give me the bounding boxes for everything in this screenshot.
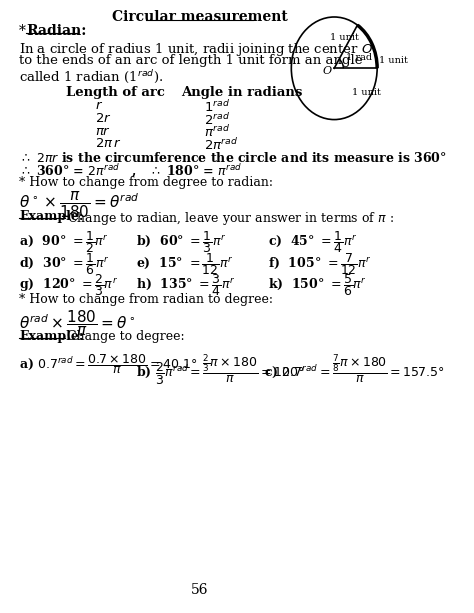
- Text: b) $\dfrac{2}{3}\pi^{rad} = \dfrac{\frac{2}{3}\pi \times 180}{\pi} = 120°$: b) $\dfrac{2}{3}\pi^{rad} = \dfrac{\frac…: [136, 352, 305, 387]
- Text: $\theta^\circ \times \dfrac{\pi}{180} = \theta^{rad}$: $\theta^\circ \times \dfrac{\pi}{180} = …: [19, 191, 139, 220]
- Text: a)  90° $= \dfrac{1}{2}\pi^r$: a) 90° $= \dfrac{1}{2}\pi^r$: [19, 229, 109, 255]
- Text: O: O: [323, 66, 332, 76]
- Text: $\pi^{rad}$: $\pi^{rad}$: [204, 124, 230, 140]
- Text: e)  15° $= \dfrac{1}{12}\pi^r$: e) 15° $= \dfrac{1}{12}\pi^r$: [136, 251, 234, 276]
- Text: Circular measurement: Circular measurement: [112, 10, 288, 24]
- Text: In a circle of radius 1 unit, radii joining the center $\mathit{O}$: In a circle of radius 1 unit, radii join…: [19, 40, 373, 58]
- Text: c) $0.7^{rad} = \dfrac{\frac{7}{8}\pi \times 180}{\pi} = 157.5°$: c) $0.7^{rad} = \dfrac{\frac{7}{8}\pi \t…: [264, 352, 445, 385]
- Text: $2^{rad}$: $2^{rad}$: [204, 112, 230, 128]
- Text: d)  30° $= \dfrac{1}{6}\pi^r$: d) 30° $= \dfrac{1}{6}\pi^r$: [19, 251, 109, 276]
- Text: $\therefore$ $2\pi r$ is the circumference the circle and its measure is 360°: $\therefore$ $2\pi r$ is the circumferen…: [19, 151, 447, 165]
- Text: *: *: [19, 24, 30, 38]
- Text: 1 unit: 1 unit: [352, 88, 381, 97]
- Text: b)  60° $= \dfrac{1}{3}\pi^r$: b) 60° $= \dfrac{1}{3}\pi^r$: [136, 229, 227, 255]
- Text: 1 unit: 1 unit: [330, 32, 359, 42]
- Text: Angle in radians: Angle in radians: [182, 86, 303, 99]
- Text: Length of arc: Length of arc: [66, 86, 165, 99]
- Text: * How to change from radian to degree:: * How to change from radian to degree:: [19, 293, 273, 306]
- Text: Example:: Example:: [19, 210, 83, 223]
- Text: g)  120° $= \dfrac{2}{3}\pi^r$: g) 120° $= \dfrac{2}{3}\pi^r$: [19, 272, 118, 299]
- Text: a) $0.7^{rad} = \dfrac{0.7 \times 180}{\pi} = 40.1°$: a) $0.7^{rad} = \dfrac{0.7 \times 180}{\…: [19, 352, 198, 376]
- Text: Change to radian, leave your answer in terms of $\pi$ :: Change to radian, leave your answer in t…: [67, 210, 394, 227]
- Text: $\theta^{rad} \times \dfrac{180}{\pi} = \theta^\circ$: $\theta^{rad} \times \dfrac{180}{\pi} = …: [19, 308, 136, 338]
- Text: Radian:: Radian:: [27, 24, 87, 38]
- Text: Example:: Example:: [19, 330, 83, 343]
- Text: $1^{rad}$: $1^{rad}$: [204, 99, 230, 115]
- Text: Change to degree:: Change to degree:: [67, 330, 184, 343]
- Text: to the ends of an arc of length 1 unit form an angle: to the ends of an arc of length 1 unit f…: [19, 55, 363, 67]
- Text: c)  45° $= \dfrac{1}{4}\pi^r$: c) 45° $= \dfrac{1}{4}\pi^r$: [268, 229, 357, 255]
- Text: $r$: $r$: [95, 99, 103, 112]
- Text: 1 rad: 1 rad: [346, 53, 372, 63]
- Text: $\pi r$: $\pi r$: [95, 124, 111, 137]
- Text: $2r$: $2r$: [95, 112, 111, 124]
- Text: k)  150° $= \dfrac{5}{6}\pi^r$: k) 150° $= \dfrac{5}{6}\pi^r$: [268, 272, 367, 299]
- Text: 1 unit: 1 unit: [379, 56, 408, 66]
- Text: $\therefore$ 360° = $2\pi^{rad}$   ,   $\therefore$ 180° = $\pi^{rad}$: $\therefore$ 360° = $2\pi^{rad}$ , $\the…: [19, 163, 242, 180]
- Text: * How to change from degree to radian:: * How to change from degree to radian:: [19, 176, 273, 189]
- Text: h)  135° $= \dfrac{3}{4}\pi^r$: h) 135° $= \dfrac{3}{4}\pi^r$: [136, 272, 236, 299]
- Text: f)  105° $= \dfrac{7}{12}\pi^r$: f) 105° $= \dfrac{7}{12}\pi^r$: [268, 251, 372, 276]
- Text: $2\pi\, r$: $2\pi\, r$: [95, 137, 122, 150]
- Text: called 1 radian (1$^{rad}$).: called 1 radian (1$^{rad}$).: [19, 68, 163, 85]
- Text: $2\pi^{rad}$: $2\pi^{rad}$: [204, 137, 238, 153]
- Text: 56: 56: [191, 583, 209, 597]
